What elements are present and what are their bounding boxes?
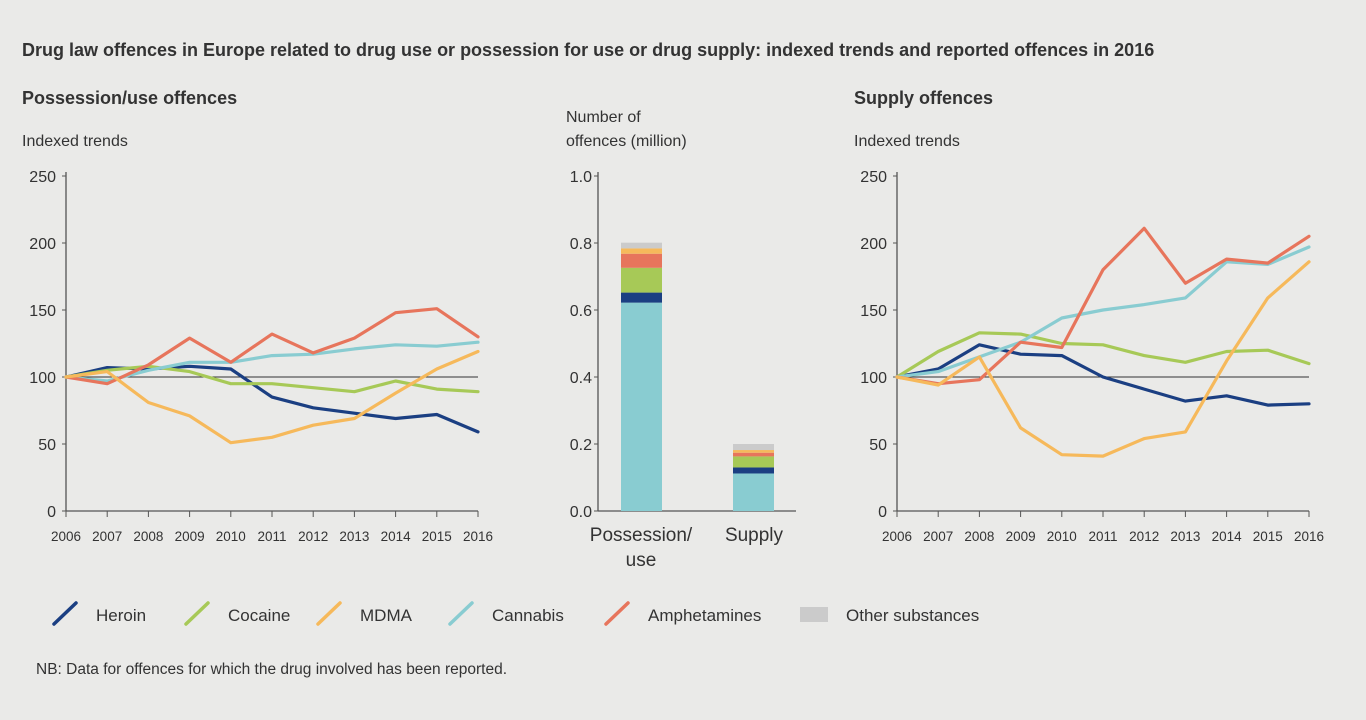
right-y-label: Indexed trends [854, 133, 960, 150]
supply-series-cannabis [895, 245, 1311, 379]
bar-y-tick-label: 0.0 [570, 504, 592, 521]
supply-series-amphetamines [895, 226, 1311, 386]
supply-x-tick-label: 2010 [1047, 529, 1077, 544]
legend: Heroin Cocaine MDMA Cannabis Amphetamines Oth… [52, 601, 979, 626]
legend-swatch-amphetamines [604, 601, 630, 626]
possession-y-tick-label: 150 [29, 303, 56, 320]
possession-series-mdma [64, 349, 480, 445]
supply-x-tick-label: 2007 [923, 529, 953, 544]
possession-y-tick-label: 100 [29, 370, 56, 387]
possession-x-tick-label: 2013 [339, 529, 369, 544]
legend-label: Cocaine [228, 606, 290, 625]
possession-x-tick-label: 2012 [298, 529, 328, 544]
bar-segment-cocaine [621, 267, 662, 293]
left-panel-title: Possession/use offences [22, 88, 237, 108]
supply-x-tick-label: 2009 [1006, 529, 1036, 544]
bar-y-tick-label: 1.0 [570, 169, 592, 186]
possession-series-amphetamines [64, 307, 480, 386]
bar-segment-other-substances [621, 242, 662, 249]
bar-category-label: Possession/ [590, 525, 693, 546]
possession-x-tick-label: 2016 [463, 529, 493, 544]
bar-y-tick-label: 0.2 [570, 437, 592, 454]
possession-x-tick-label: 2011 [257, 529, 286, 544]
supply-series-mdma [895, 260, 1311, 458]
bar-segment-mdma [733, 450, 774, 453]
bar-segment-cocaine [733, 456, 774, 468]
possession-y-tick-label: 50 [38, 437, 56, 454]
legend-swatch-cocaine [184, 601, 210, 626]
supply-x-tick-label: 2015 [1253, 529, 1283, 544]
supply-y-tick-label: 150 [860, 303, 887, 320]
supply-series-cocaine [895, 331, 1311, 379]
offences-bar-chart: 0.0 0.2 0.4 0.6 0.8 1.0 Possession/use Supply [570, 169, 796, 571]
supply-y-tick-label: 0 [878, 504, 887, 521]
possession-x-tick-label: 2009 [175, 529, 205, 544]
supply-x-tick-label: 2013 [1170, 529, 1200, 544]
legend-swatch-other [800, 607, 828, 622]
legend-label: Amphetamines [648, 606, 761, 625]
supply-y-tick-label: 250 [860, 169, 887, 186]
legend-swatch-heroin [52, 601, 78, 626]
possession-series-cannabis [64, 340, 480, 383]
supply-x-tick-label: 2011 [1088, 529, 1117, 544]
supply-y-tick-label: 50 [869, 437, 887, 454]
supply-x-tick-label: 2006 [882, 529, 912, 544]
supply-x-tick-label: 2014 [1212, 529, 1243, 544]
supply-x-tick-label: 2016 [1294, 529, 1324, 544]
bar-y-tick-label: 0.4 [570, 370, 592, 387]
legend-swatch-mdma [316, 601, 342, 626]
left-y-label: Indexed trends [22, 133, 128, 150]
bar-segment-amphetamines [621, 253, 662, 268]
possession-x-tick-label: 2014 [381, 529, 412, 544]
footnote: NB: Data for offences for which the drug… [36, 661, 507, 678]
supply-series-heroin [895, 343, 1311, 407]
possession-x-tick-label: 2006 [51, 529, 81, 544]
supply-x-tick-label: 2008 [964, 529, 994, 544]
legend-label: MDMA [360, 606, 413, 625]
supply-y-tick-label: 100 [860, 370, 887, 387]
possession-line-chart: 0 50 100 150 200 250 2006 2007 2008 2009 2010 2011 2… [29, 169, 493, 544]
supply-line-chart: 0 50 100 150 200 250 2006 2007 2008 2009 2010 2011 2… [860, 169, 1324, 544]
legend-swatch-cannabis [448, 601, 474, 626]
bar-segment-mdma [621, 248, 662, 254]
legend-label: Other substances [846, 606, 979, 625]
possession-x-tick-label: 2007 [92, 529, 122, 544]
bar-segment-cannabis [621, 302, 662, 511]
bar-segment-heroin [621, 292, 662, 303]
right-panel-title: Supply offences [854, 88, 993, 108]
bar-category-label: Supply [725, 525, 784, 546]
bar-segment-amphetamines [733, 452, 774, 457]
possession-y-tick-label: 250 [29, 169, 56, 186]
bar-y-tick-label: 0.6 [570, 303, 592, 320]
bar-y-tick-label: 0.8 [570, 236, 592, 253]
possession-x-tick-label: 2015 [422, 529, 452, 544]
legend-label: Heroin [96, 606, 146, 625]
possession-y-tick-label: 0 [47, 504, 56, 521]
mid-y-label-line2: offences (million) [566, 133, 687, 150]
possession-y-tick-label: 200 [29, 236, 56, 253]
bar-category-label: use [626, 550, 657, 571]
chart-title: Drug law offences in Europe related to d… [22, 40, 1154, 60]
bar-segment-cannabis [733, 473, 774, 511]
bar-segment-other-substances [733, 444, 774, 451]
possession-x-tick-label: 2008 [133, 529, 163, 544]
supply-x-tick-label: 2012 [1129, 529, 1159, 544]
mid-y-label-line1: Number of [566, 109, 641, 126]
bar-segment-heroin [733, 467, 774, 474]
supply-y-tick-label: 200 [860, 236, 887, 253]
legend-label: Cannabis [492, 606, 564, 625]
possession-x-tick-label: 2010 [216, 529, 246, 544]
